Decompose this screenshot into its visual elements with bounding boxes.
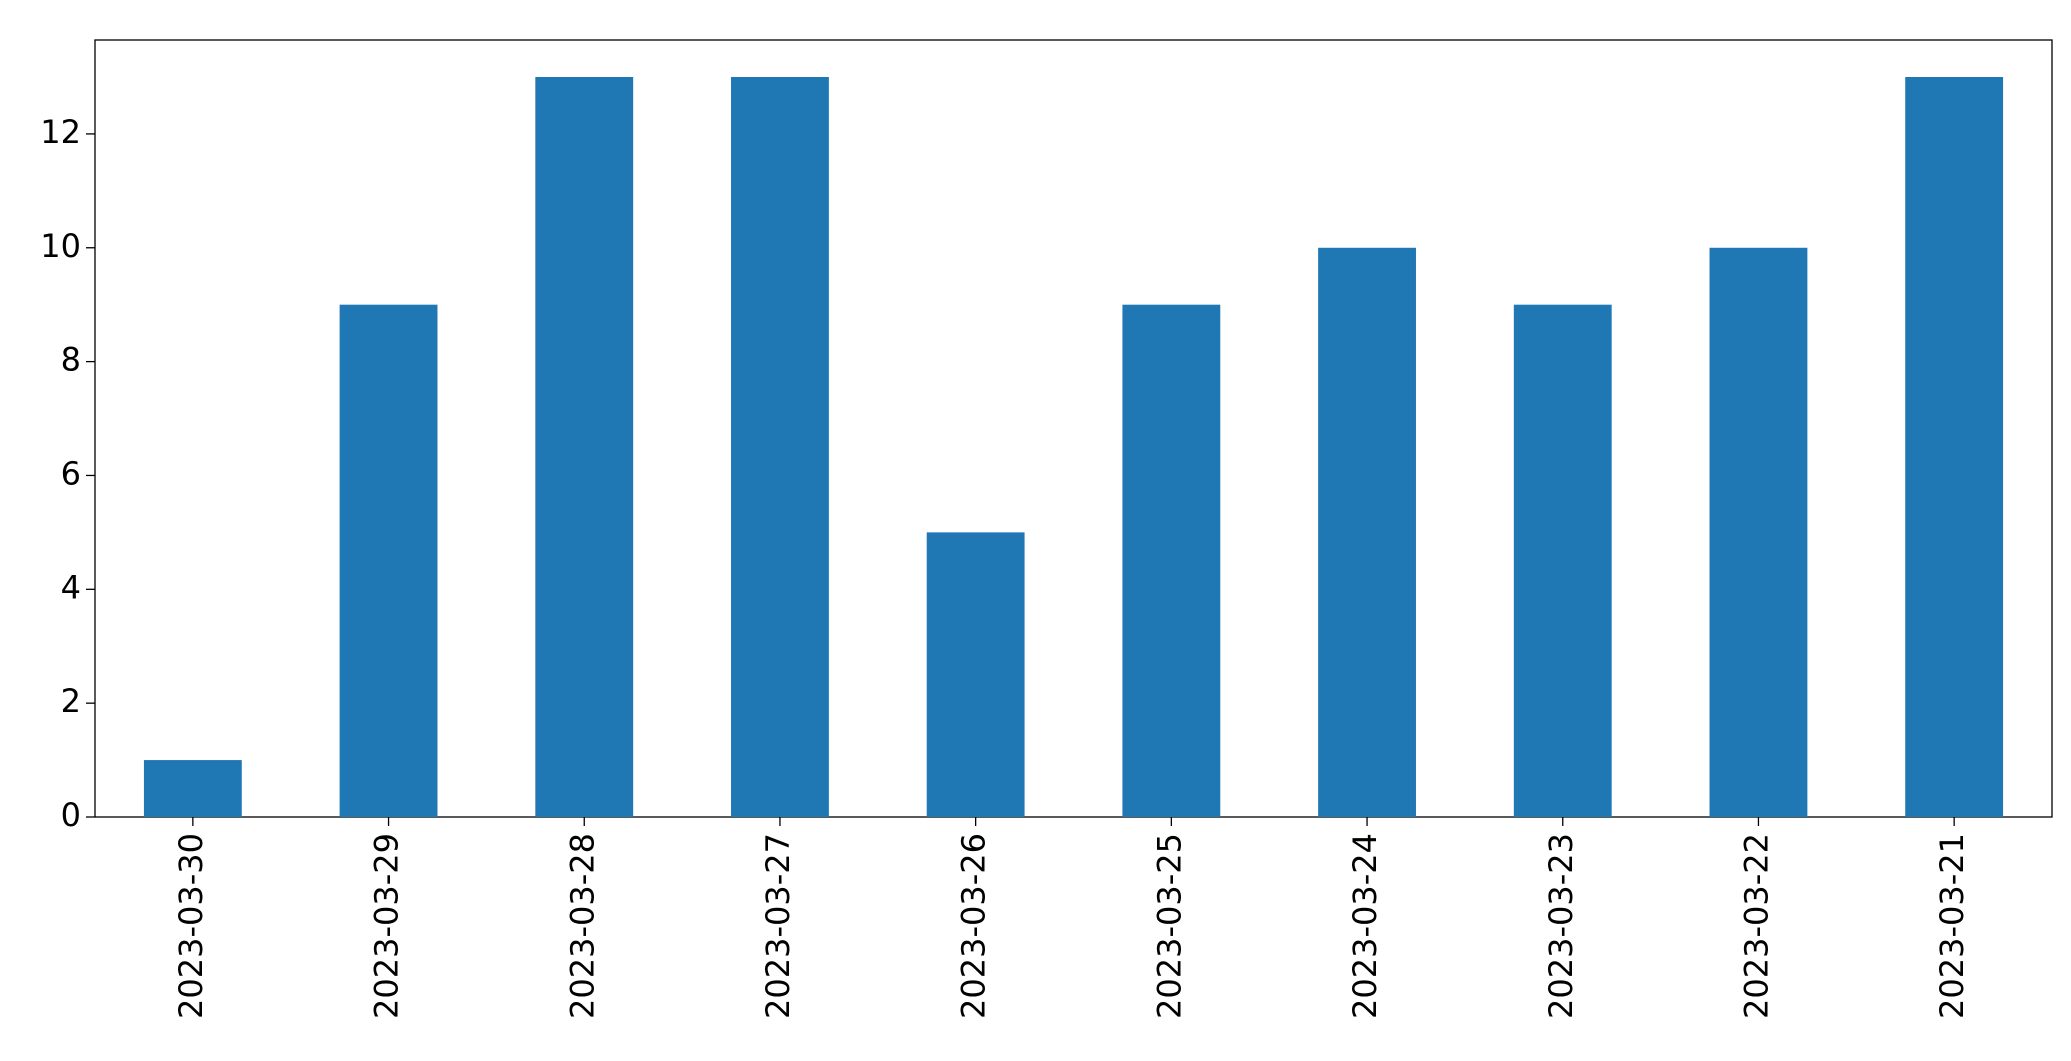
bar [535, 77, 634, 817]
x-tick-label: 2023-03-23 [1542, 833, 1580, 1019]
y-tick-label: 0 [61, 796, 81, 834]
bar [143, 760, 242, 817]
y-tick-label: 6 [61, 454, 81, 492]
plot-frame [94, 39, 2053, 818]
y-tick-label: 10 [40, 227, 81, 265]
y-tick-label: 12 [40, 113, 81, 151]
bar [731, 77, 829, 817]
y-tick-label: 4 [61, 568, 81, 606]
bar [1318, 247, 1416, 817]
bar [1122, 304, 1221, 817]
bar [1513, 304, 1612, 817]
x-tick-label: 2023-03-30 [172, 833, 210, 1019]
bar [1905, 77, 2004, 817]
x-tick-label: 2023-03-29 [368, 833, 406, 1019]
x-tick-label: 2023-03-28 [563, 833, 601, 1019]
y-tick-label: 8 [61, 341, 81, 379]
bar [339, 304, 438, 817]
bar [926, 532, 1025, 817]
y-tick-label: 2 [61, 682, 81, 720]
x-tick-label: 2023-03-24 [1346, 833, 1384, 1019]
x-tick-label: 2023-03-21 [1933, 833, 1971, 1019]
x-tick-label: 2023-03-26 [955, 833, 993, 1019]
x-tick-label: 2023-03-22 [1737, 833, 1775, 1019]
x-tick-label: 2023-03-27 [759, 833, 797, 1019]
x-tick-label: 2023-03-25 [1150, 833, 1188, 1019]
bar [1709, 247, 1808, 817]
